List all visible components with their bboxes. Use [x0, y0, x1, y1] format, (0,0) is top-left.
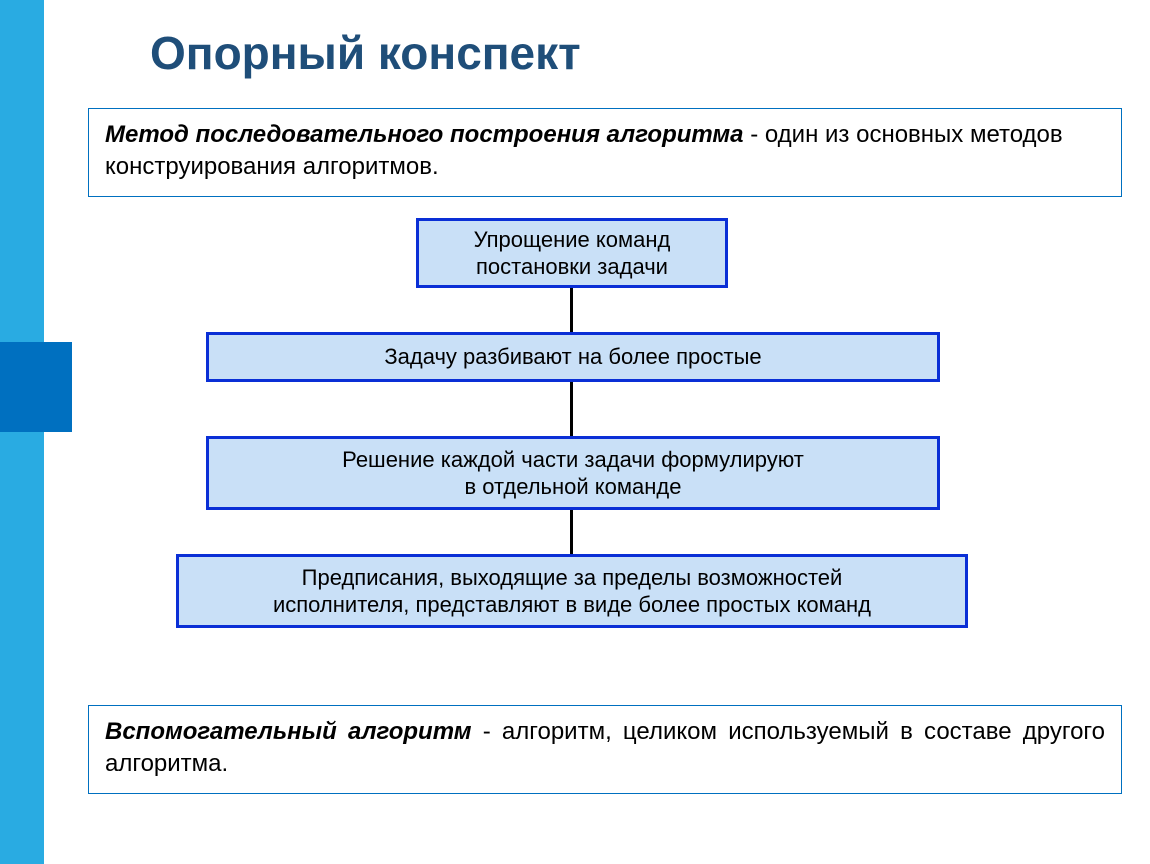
flow-node-4-text: Предписания, выходящие за пределы возмож…: [273, 564, 871, 619]
flow-node-2-text: Задачу разбивают на более простые: [384, 343, 761, 371]
sidebar-square: [0, 342, 72, 432]
flow-node-3-text: Решение каждой части задачи формулируютв…: [342, 446, 804, 501]
flow-node-4: Предписания, выходящие за пределы возмож…: [176, 554, 968, 628]
flow-node-1-text: Упрощение командпостановки задачи: [474, 226, 671, 281]
flow-node-2: Задачу разбивают на более простые: [206, 332, 940, 382]
footer-textbox: Вспомогательный алгоритм - алгоритм, цел…: [88, 705, 1122, 794]
intro-bold: Метод последовательного построения алгор…: [105, 121, 744, 148]
flow-node-3: Решение каждой части задачи формулируютв…: [206, 436, 940, 510]
flow-node-1: Упрощение командпостановки задачи: [416, 218, 728, 288]
flow-edge-1: [570, 288, 573, 332]
footer-bold: Вспомогательный алгоритм: [105, 718, 472, 745]
page-title: Опорный конспект: [150, 26, 581, 80]
sidebar-strip: [0, 0, 44, 864]
flow-edge-2: [570, 382, 573, 436]
flow-edge-3: [570, 510, 573, 554]
slide-content: Опорный конспект Метод последовательного…: [80, 0, 1130, 864]
intro-textbox: Метод последовательного построения алгор…: [88, 108, 1122, 197]
